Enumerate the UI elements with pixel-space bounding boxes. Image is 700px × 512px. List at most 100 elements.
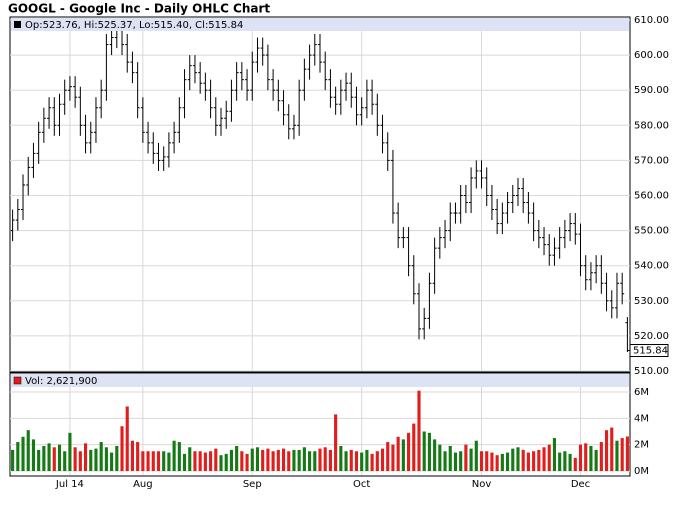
y2-tick-label: 4M	[634, 413, 649, 424]
volume-bar	[83, 443, 88, 471]
volume-bar	[162, 451, 166, 471]
volume-bar	[344, 451, 348, 471]
volume-bar	[177, 442, 181, 471]
volume-bar	[422, 431, 426, 471]
legend-swatch	[13, 376, 22, 385]
volume-bar	[245, 453, 249, 471]
volume-bar	[78, 451, 82, 471]
y-tick-label: 520.00	[634, 331, 669, 342]
volume-bar	[542, 447, 546, 471]
volume-bar	[433, 439, 437, 471]
volume-bar	[354, 451, 359, 471]
marks-layer	[10, 23, 630, 471]
volume-bar	[448, 445, 452, 471]
legend-swatch	[14, 21, 21, 28]
volume-bar	[334, 414, 338, 471]
y-tick-label: 570.00	[634, 155, 669, 166]
volume-bar	[63, 451, 67, 471]
volume-bar	[188, 447, 192, 471]
volume-bar	[235, 445, 239, 471]
volume-bar	[516, 447, 520, 471]
volume-bar	[110, 452, 114, 471]
volume-bar	[563, 451, 567, 471]
volume-bar	[396, 436, 400, 471]
volume-bar	[328, 449, 332, 471]
volume-bar	[558, 452, 562, 471]
volume-bar	[287, 451, 291, 471]
volume-bar	[125, 406, 129, 471]
volume-bar	[615, 440, 619, 471]
volume-bar	[31, 439, 36, 471]
volume-bar	[313, 451, 317, 471]
ohlc-legend: Op:523.76, Hi:525.37, Lo:515.40, Cl:515.…	[25, 20, 243, 31]
last-price-tag	[629, 344, 669, 358]
volume-bar	[276, 449, 280, 471]
volume-bar	[141, 451, 145, 471]
volume-bar	[500, 453, 504, 471]
volume-bar	[136, 442, 140, 471]
volume-bar	[318, 448, 322, 471]
volume-bar	[68, 432, 72, 471]
volume-bar	[375, 451, 379, 471]
volume-bar	[526, 452, 530, 471]
volume-legend: Vol: 2,621,900	[25, 376, 97, 387]
volume-bar	[599, 442, 603, 471]
last-price-label: 515.84	[633, 346, 668, 357]
volume-bar	[151, 451, 155, 471]
volume-bar	[568, 453, 572, 471]
volume-bar	[464, 444, 468, 471]
x-tick-label: Oct	[353, 479, 370, 490]
volume-bar	[521, 449, 525, 471]
volume-bar	[506, 452, 510, 471]
y-tick-label: 550.00	[634, 226, 669, 237]
volume-bar	[584, 443, 588, 471]
volume-bar	[214, 448, 218, 471]
volume-bar	[547, 444, 551, 471]
y-tick-label: 510.00	[634, 366, 669, 377]
volume-bar	[485, 451, 489, 471]
volume-bar	[255, 447, 260, 471]
volume-bar	[16, 442, 20, 471]
volume-bar	[229, 449, 233, 471]
price-header: Op:523.76, Hi:525.37, Lo:515.40, Cl:515.…	[11, 18, 629, 31]
volume-bar	[47, 443, 51, 471]
x-tick-label: Aug	[133, 479, 153, 490]
volume-bar	[52, 447, 56, 471]
y2-tick-label: 6M	[634, 387, 649, 398]
chart-title: GOOGL - Google Inc - Daily OHLC Chart	[8, 2, 270, 16]
y2-tick-label: 2M	[634, 440, 649, 451]
volume-bar	[349, 449, 353, 471]
volume-bar	[412, 423, 416, 471]
volume-bar	[610, 427, 614, 471]
volume-bar	[594, 449, 598, 471]
y-tick-label: 610.00	[634, 15, 669, 26]
volume-bar	[130, 440, 134, 471]
volume-bar	[120, 426, 124, 471]
volume-bar	[250, 448, 254, 471]
volume-bar	[495, 455, 499, 471]
volume-bar	[219, 455, 223, 471]
volume-bar	[156, 451, 161, 471]
volume-bar	[271, 451, 275, 471]
volume-bar	[380, 448, 385, 471]
volume-bar	[146, 451, 150, 471]
x-tick-label: Jul 14	[55, 479, 84, 490]
volume-bar	[11, 449, 15, 471]
grid-layer	[10, 19, 630, 475]
volume-bar	[339, 445, 343, 471]
volume-bar	[511, 448, 515, 471]
volume-bar	[99, 442, 103, 471]
volume-bar	[443, 451, 447, 471]
volume-bar	[73, 447, 77, 471]
volume-bar	[203, 452, 207, 471]
volume-bar	[625, 436, 629, 471]
volume-bar	[57, 444, 62, 471]
volume-bar	[490, 452, 494, 471]
volume-bar	[604, 430, 609, 471]
volume-bar	[240, 451, 244, 471]
y-tick-label: 580.00	[634, 120, 669, 131]
volume-bar	[573, 457, 577, 471]
volume-bar	[193, 451, 197, 471]
volume-bar	[391, 444, 395, 471]
